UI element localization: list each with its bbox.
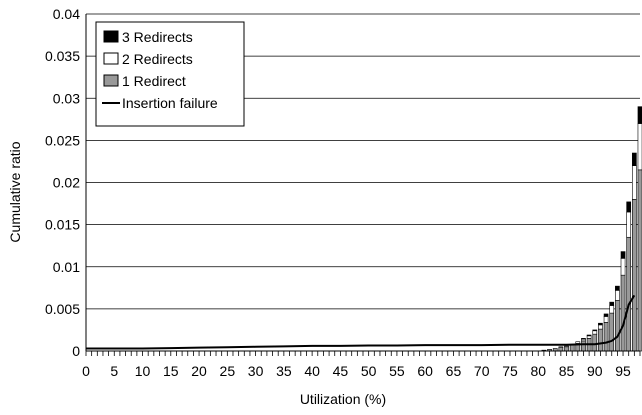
- bar-3-redirects: [598, 322, 603, 326]
- bar-1-redirect: [592, 333, 598, 352]
- bar-2-redirects: [626, 211, 632, 238]
- legend-label-3-redirects: 3 Redirects: [122, 29, 193, 45]
- bar-1-redirect: [564, 346, 569, 352]
- x-tick-label: 20: [191, 363, 207, 379]
- bar-2-redirects: [586, 335, 592, 339]
- x-tick-label: 25: [220, 363, 236, 379]
- x-tick-label: 80: [530, 363, 546, 379]
- x-tick-label: 60: [417, 363, 433, 379]
- x-tick-label: 5: [110, 363, 118, 379]
- bar-2-redirects: [603, 316, 609, 323]
- bar-1-redirect: [615, 300, 620, 352]
- bar-1-redirect: [598, 328, 603, 352]
- bar-2-redirects: [615, 290, 620, 301]
- bar-3-redirects: [637, 106, 642, 124]
- bar-3-redirects: [626, 201, 632, 213]
- y-axis-label: Cumulative ratio: [7, 141, 23, 242]
- bar-3-redirects: [609, 301, 615, 306]
- bar-1-redirect: [569, 344, 575, 352]
- x-tick-label: 35: [276, 363, 292, 379]
- x-tick-label: 65: [446, 363, 462, 379]
- bar-1-redirect: [626, 236, 632, 352]
- x-tick-label: 70: [474, 363, 490, 379]
- bar-2-redirects: [564, 345, 569, 348]
- axes: [85, 14, 641, 356]
- x-tick-label: 0: [82, 363, 90, 379]
- x-tick-label: 90: [587, 363, 603, 379]
- bar-3-redirects: [615, 285, 620, 291]
- x-tick-label: 75: [502, 363, 518, 379]
- legend-swatch-1-redirect: [103, 74, 119, 87]
- y-tick-labels: 0 0.005 0.01 0.015 0.02 0.025 0.03 0.035 0.04: [45, 6, 80, 359]
- legend: 3 Redirects 2 Redirects 1 Redirect Insertio…: [95, 21, 245, 127]
- bar-3-redirects: [592, 329, 598, 332]
- legend-label-2-redirects: 2 Redirects: [122, 51, 193, 67]
- bar-1-redirect: [558, 347, 564, 352]
- y-tick-label: 0: [72, 343, 80, 359]
- y-tick-label: 0.035: [45, 48, 80, 64]
- legend-swatch-3-redirects: [103, 30, 119, 43]
- bar-2-redirects: [632, 165, 637, 200]
- bar-3-redirects: [581, 338, 586, 340]
- x-tick-label: 30: [248, 363, 264, 379]
- bar-2-redirects: [558, 346, 564, 348]
- insertion-failure-line: [86, 294, 636, 350]
- x-tick-label: 85: [559, 363, 575, 379]
- x-tick-label: 95: [615, 363, 631, 379]
- bar-3-redirects: [586, 334, 592, 337]
- bar-1-redirect: [632, 199, 637, 352]
- bar-1-redirect: [581, 340, 586, 352]
- bar-3-redirects: [603, 313, 609, 317]
- y-tick-label: 0.03: [53, 90, 80, 106]
- y-tick-label: 0.02: [53, 175, 80, 191]
- bar-3-redirects: [632, 152, 637, 166]
- legend-box: [95, 21, 245, 127]
- y-tick-label: 0.005: [45, 301, 80, 317]
- bar-1-redirect: [603, 322, 609, 352]
- bar-2-redirects: [620, 258, 626, 276]
- bar-2-redirects: [637, 123, 642, 171]
- x-tick-label: 10: [135, 363, 151, 379]
- bar-1-redirect: [609, 312, 615, 352]
- bar-2-redirects: [598, 324, 603, 330]
- legend-label-insertion-failure: Insertion failure: [122, 95, 218, 111]
- insertion-failure-line-path: [86, 294, 636, 350]
- y-tick-label: 0.025: [45, 132, 80, 148]
- y-tick-label: 0.015: [45, 217, 80, 233]
- x-tick-label: 45: [333, 363, 349, 379]
- x-tick-label: 15: [163, 363, 179, 379]
- x-tick-label: 55: [389, 363, 405, 379]
- y-tick-label: 0.04: [53, 6, 80, 22]
- y-tick-label: 0.01: [53, 259, 80, 275]
- bar-2-redirects: [592, 330, 598, 335]
- bar-2-redirects: [575, 341, 581, 344]
- x-tick-labels: 0 5 10 15 20 25 30 35 40 45 50 55 60 65 70 75 80 85 90 95: [82, 363, 631, 379]
- bar-1-redirect: [637, 169, 642, 352]
- x-tick-label: 50: [361, 363, 377, 379]
- bar-2-redirects: [609, 305, 615, 314]
- bar-3-redirects: [620, 251, 626, 259]
- legend-label-1-redirect: 1 Redirect: [122, 73, 186, 89]
- x-tick-label: 40: [304, 363, 320, 379]
- x-axis-label: Utilization (%): [300, 391, 386, 407]
- legend-swatch-2-redirects: [103, 52, 119, 65]
- bar-1-redirect: [620, 274, 626, 352]
